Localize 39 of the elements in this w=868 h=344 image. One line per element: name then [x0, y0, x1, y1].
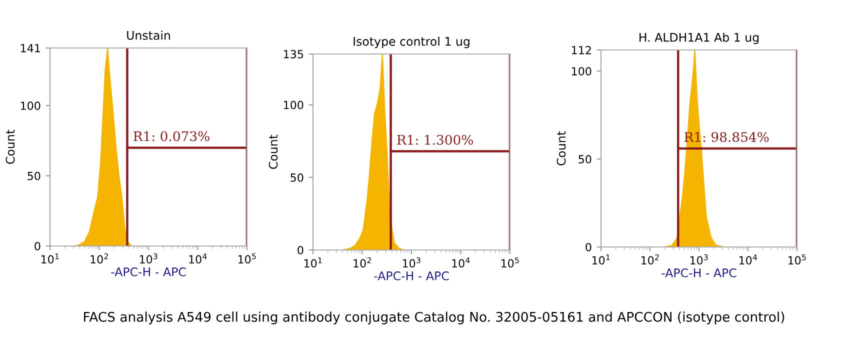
x-tick-label: 10$^{4}$	[739, 254, 757, 265]
x-tick-label: 10$^{1}$	[304, 257, 322, 268]
chart-title: H. ALDH1A1 Ab 1 ug	[640, 32, 759, 44]
x-tick-label: 10$^{2}$	[90, 253, 108, 264]
y-tick-label: 100	[572, 67, 592, 76]
y-axis-title: Count	[268, 134, 278, 169]
y-tick-label: 50	[578, 155, 592, 164]
x-axis-title: -APC-H - APC	[374, 271, 449, 280]
x-tick-label: 10$^{4}$	[452, 257, 470, 268]
y-tick-label: 135	[284, 50, 303, 58]
y-axis-title: Count	[556, 131, 566, 166]
x-tick-label: 10$^{1}$	[41, 253, 59, 264]
y-tick-label: 0	[298, 246, 304, 254]
x-tick-label: 10$^{5}$	[501, 257, 519, 268]
x-tick-label: 10$^{3}$	[140, 253, 158, 264]
y-tick-label: 0	[34, 242, 40, 250]
y-tick-label: 50	[28, 172, 40, 180]
x-tick-label: 10$^{4}$	[189, 253, 207, 264]
y-tick-label: 0	[586, 242, 592, 252]
annotation: R1: 1.300%	[397, 134, 473, 145]
x-tick-label: 10$^{5}$	[788, 254, 806, 265]
x-tick-label: 10$^{3}$	[690, 254, 708, 265]
y-axis-title: Count	[6, 130, 15, 164]
x-axis-title: -APC-H - APC	[662, 268, 736, 278]
x-tick-label: 10$^{5}$	[238, 253, 256, 264]
chart-title: Isotype control 1 ug	[354, 36, 470, 48]
y-tick-label: 112	[572, 46, 591, 54]
y-tick-label: 100	[20, 102, 40, 110]
chart-title: Unstain	[127, 30, 170, 40]
x-axis-title: -APC-H - APC	[111, 267, 186, 276]
x-tick-label: 10$^{2}$	[641, 254, 659, 265]
text: FACS analysis A549 cell using antibody conjugate Catalog No. 32005-05161 and APCCON (isotype control)	[84, 312, 784, 324]
y-tick-label: 50	[290, 173, 304, 182]
y-tick-label: 141	[20, 44, 40, 52]
y-tick-label: 100	[284, 100, 304, 110]
x-tick-label: 10$^{2}$	[354, 257, 371, 268]
x-tick-label: 10$^{1}$	[592, 254, 610, 265]
annotation: R1: 0.073%	[134, 131, 210, 142]
x-tick-label: 10$^{3}$	[402, 257, 420, 268]
